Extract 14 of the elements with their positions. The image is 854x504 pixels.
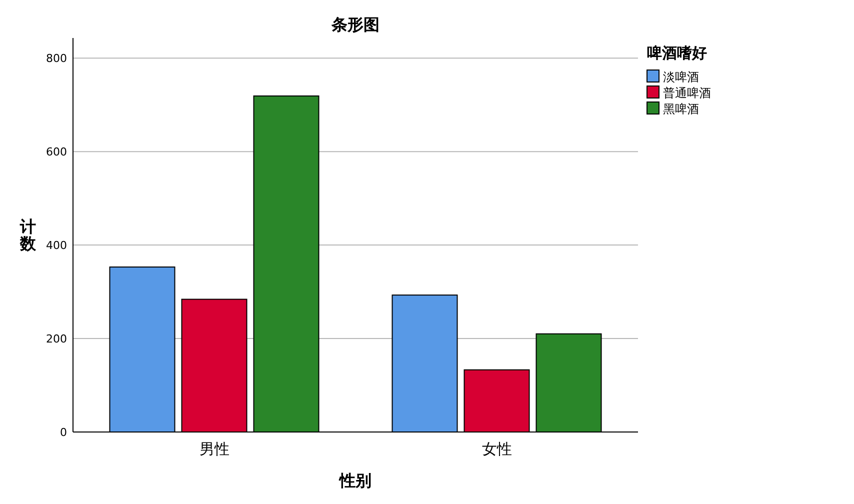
legend-label: 黑啤酒 [663, 102, 699, 116]
y-tick-label: 0 [60, 426, 67, 439]
x-tick-label: 男性 [199, 440, 230, 458]
chart-title: 条形图 [330, 15, 380, 34]
y-tick-label: 600 [46, 146, 67, 159]
legend-label: 普通啤酒 [663, 86, 711, 100]
y-tick-label: 200 [46, 332, 67, 346]
x-tick-label: 女性 [482, 440, 512, 458]
legend-label: 淡啤酒 [663, 70, 699, 84]
y-tick-label: 800 [46, 52, 67, 66]
x-axis-title: 性别 [338, 471, 372, 490]
y-axis-title: 计数 [19, 217, 37, 253]
legend-title: 啤酒嗜好 [647, 44, 707, 62]
y-tick-label: 400 [46, 239, 67, 252]
